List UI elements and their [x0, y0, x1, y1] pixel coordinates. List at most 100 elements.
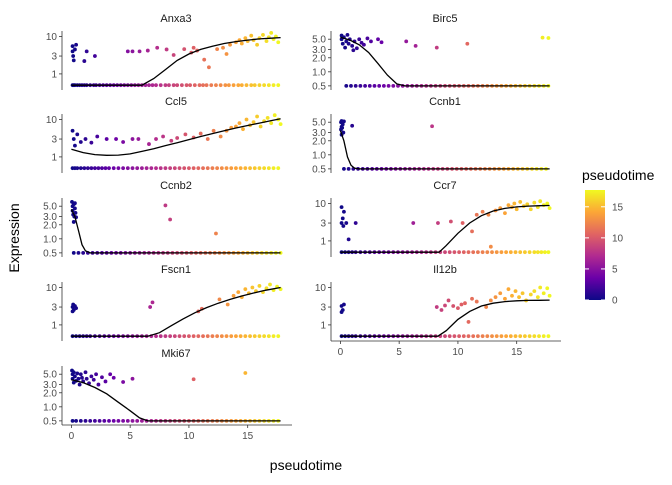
- panel-birc5: Birc5 0.5 1.0 2.03.05.0: [312, 13, 551, 92]
- data-point: [466, 320, 471, 324]
- data-point: [369, 39, 373, 44]
- baseline-point: [466, 334, 471, 339]
- data-point: [272, 113, 277, 118]
- data-point: [404, 39, 409, 44]
- data-point: [221, 45, 225, 50]
- data-point: [264, 39, 269, 44]
- baseline-point: [177, 166, 182, 171]
- data-point: [434, 305, 439, 309]
- data-point: [191, 45, 196, 50]
- panel-ccnb1: Ccnb1 0.5 1.0 2.03.05.0: [312, 96, 550, 175]
- baseline-point: [89, 166, 94, 171]
- baseline-point: [154, 83, 158, 88]
- baseline-point: [187, 166, 191, 171]
- baseline-point: [372, 83, 377, 88]
- baseline-point: [175, 83, 180, 88]
- data-point: [71, 370, 76, 375]
- data-point: [518, 200, 523, 204]
- data-point: [413, 43, 418, 48]
- baseline-point: [218, 83, 223, 88]
- baseline-point: [74, 418, 79, 423]
- baseline-point: [513, 334, 518, 339]
- baseline-point: [78, 418, 83, 423]
- data-point: [239, 41, 244, 46]
- baseline-point: [471, 334, 476, 339]
- data-point: [354, 46, 359, 51]
- data-point: [93, 54, 97, 58]
- y-tick-label: 2.0: [312, 136, 326, 147]
- data-point: [75, 371, 80, 376]
- data-point: [205, 137, 210, 141]
- baseline-point: [252, 166, 257, 171]
- baseline-point: [163, 166, 168, 171]
- data-point: [202, 57, 207, 62]
- data-point: [342, 119, 346, 124]
- y-tick-label: 3.0: [312, 45, 326, 56]
- baseline-point: [167, 83, 171, 88]
- panel-ccl5: Ccl5 1 3 10: [46, 96, 283, 173]
- trend-line: [340, 36, 550, 87]
- data-point: [541, 291, 546, 296]
- baseline-point: [271, 83, 276, 88]
- baseline-point: [447, 334, 452, 339]
- baseline-point: [121, 418, 126, 423]
- baseline-point: [96, 166, 101, 171]
- data-point: [130, 137, 135, 141]
- data-point: [224, 52, 229, 56]
- baseline-point: [111, 418, 116, 423]
- baseline-point: [523, 334, 527, 339]
- y-tick-label: 5.0: [312, 35, 326, 46]
- baseline-point: [452, 250, 457, 255]
- data-point: [218, 134, 223, 139]
- y-tick-label: 0.5: [43, 248, 57, 259]
- baseline-point: [266, 334, 271, 339]
- baseline-point: [457, 250, 462, 255]
- baseline-point: [71, 250, 76, 255]
- baseline-point: [196, 334, 201, 339]
- data-point: [73, 143, 77, 148]
- y-tick-label: 3: [320, 219, 326, 230]
- baseline-point: [154, 334, 158, 339]
- baseline-point: [452, 334, 457, 339]
- baseline-point: [537, 334, 541, 339]
- baseline-point: [147, 83, 151, 88]
- data-point: [89, 374, 94, 379]
- data-point: [339, 205, 344, 209]
- trend-line: [339, 130, 550, 170]
- baseline-point: [93, 418, 97, 423]
- y-tick-label: 3: [320, 303, 326, 314]
- baseline-point: [494, 334, 499, 339]
- legend: pseudotime 0 5 10 15: [582, 167, 655, 307]
- data-point: [503, 296, 507, 301]
- data-point: [103, 379, 108, 384]
- baseline-point: [130, 166, 135, 171]
- data-point: [215, 47, 220, 51]
- baseline-point: [215, 334, 220, 339]
- data-point: [411, 221, 416, 225]
- panel-title: Il12b: [433, 264, 457, 276]
- data-point: [137, 49, 142, 54]
- data-point: [547, 293, 552, 298]
- trend-line: [340, 204, 550, 253]
- data-point: [350, 43, 355, 48]
- baseline-point: [83, 418, 88, 423]
- panel-mki67: Mki67 0.5 1.0 2.03.05.0 0 5 10 15: [43, 348, 292, 442]
- baseline-point: [367, 83, 372, 88]
- baseline-point: [532, 250, 537, 255]
- data-point: [145, 48, 150, 53]
- trend-line: [70, 209, 281, 254]
- y-tick-label: 10: [315, 199, 327, 210]
- data-point: [339, 221, 344, 225]
- data-point: [342, 302, 346, 307]
- y-tick-label: 3.0: [312, 128, 326, 139]
- baseline-point: [391, 83, 396, 88]
- baseline-point: [239, 83, 244, 88]
- baseline-point: [342, 166, 346, 171]
- y-tick-label: 1: [320, 320, 326, 331]
- panel-title: Anxa3: [160, 13, 191, 25]
- data-point: [82, 59, 87, 63]
- trend-line: [71, 36, 281, 86]
- data-point: [183, 132, 188, 137]
- data-point: [463, 301, 467, 306]
- data-point: [357, 37, 362, 42]
